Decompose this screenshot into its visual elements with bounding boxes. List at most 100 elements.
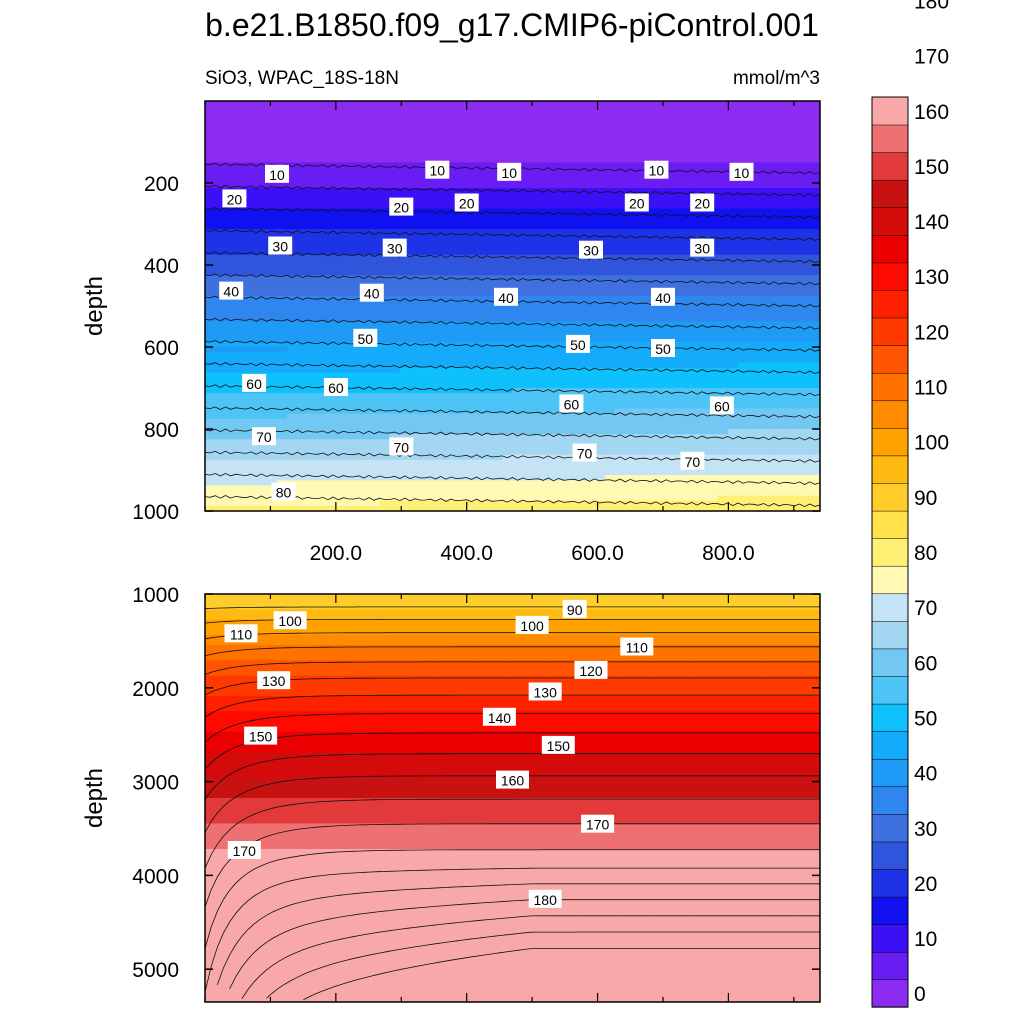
upper-field-cell xyxy=(707,505,719,511)
upper-field-cell xyxy=(440,224,452,230)
upper-field-cell xyxy=(420,418,432,425)
upper-field-cell xyxy=(779,193,790,199)
upper-field-cell xyxy=(420,183,432,189)
upper-field-cell xyxy=(287,367,298,374)
upper-field-cell xyxy=(727,485,739,492)
upper-field-cell xyxy=(451,444,462,451)
lower-field-cell xyxy=(399,594,411,600)
upper-field-cell xyxy=(553,218,565,225)
upper-field-cell xyxy=(410,121,421,128)
upper-field-cell xyxy=(717,372,729,379)
upper-field-cell xyxy=(768,249,780,256)
upper-field-cell xyxy=(461,362,473,369)
upper-field-cell xyxy=(492,423,503,430)
upper-field-cell xyxy=(225,382,237,389)
upper-field-cell xyxy=(717,454,729,461)
upper-field-cell xyxy=(410,177,421,184)
upper-field-cell xyxy=(553,208,565,215)
upper-field-cell xyxy=(410,300,421,307)
upper-field-cell xyxy=(594,162,606,169)
upper-field-cell xyxy=(738,439,749,445)
upper-field-cell xyxy=(338,275,350,281)
upper-field-cell xyxy=(656,418,667,425)
upper-field-cell xyxy=(707,295,719,302)
upper-field-cell xyxy=(758,331,770,338)
upper-field-cell xyxy=(266,101,278,107)
upper-field-cell xyxy=(553,367,565,374)
upper-field-cell xyxy=(338,208,350,215)
upper-field-cell xyxy=(543,321,555,328)
upper-field-cell xyxy=(481,203,493,210)
upper-field-cell xyxy=(584,388,596,394)
upper-field-cell xyxy=(205,449,216,456)
upper-field-cell xyxy=(358,213,370,220)
upper-field-cell xyxy=(235,336,247,343)
upper-field-cell xyxy=(338,408,350,415)
upper-field-cell xyxy=(666,106,678,112)
upper-field-cell xyxy=(584,408,596,415)
upper-field-cell xyxy=(215,244,227,251)
upper-field-cell xyxy=(574,229,585,235)
upper-field-cell xyxy=(717,367,729,374)
upper-field-cell xyxy=(461,126,473,133)
upper-field-cell xyxy=(276,290,288,297)
upper-field-cell xyxy=(420,239,432,246)
upper-field-cell xyxy=(779,126,790,133)
upper-field-cell xyxy=(707,265,719,271)
upper-field-cell xyxy=(686,101,698,107)
upper-field-cell xyxy=(399,177,411,184)
upper-field-cell xyxy=(543,234,555,240)
upper-field-cell xyxy=(563,505,575,511)
upper-field-cell xyxy=(502,408,514,415)
upper-field-cell xyxy=(533,408,544,415)
upper-field-cell xyxy=(758,423,770,430)
upper-field-cell xyxy=(399,434,411,440)
upper-field-cell xyxy=(625,157,637,164)
upper-field-cell xyxy=(307,229,319,235)
upper-field-cell xyxy=(225,388,237,394)
upper-field-cell xyxy=(635,306,647,312)
upper-field-cell xyxy=(574,136,585,143)
upper-field-cell xyxy=(563,167,575,174)
upper-field-cell xyxy=(779,152,790,158)
upper-field-cell xyxy=(451,106,462,112)
upper-field-cell xyxy=(246,275,257,281)
upper-field-cell xyxy=(676,147,688,153)
upper-field-cell xyxy=(246,429,257,435)
upper-field-cell xyxy=(440,208,452,215)
upper-field-cell xyxy=(276,352,288,358)
upper-field-cell xyxy=(369,177,380,184)
upper-field-cell xyxy=(635,423,647,430)
upper-field-cell xyxy=(584,480,596,486)
upper-field-cell xyxy=(471,249,483,256)
upper-field-cell xyxy=(635,290,647,297)
upper-field-cell xyxy=(471,172,483,179)
upper-field-cell xyxy=(235,239,247,246)
upper-field-cell xyxy=(235,398,247,404)
upper-field-cell xyxy=(645,249,657,256)
upper-field-cell xyxy=(666,172,678,179)
upper-field-cell xyxy=(317,142,329,148)
upper-field-cell xyxy=(471,162,483,169)
upper-field-cell xyxy=(317,321,329,328)
upper-field-cell xyxy=(338,188,350,194)
upper-field-cell xyxy=(256,300,268,307)
upper-field-cell xyxy=(707,490,719,497)
upper-field-cell xyxy=(358,101,370,107)
upper-field-cell xyxy=(604,500,616,507)
upper-field-cell xyxy=(789,300,801,307)
upper-field-cell xyxy=(604,290,616,297)
upper-field-cell xyxy=(676,444,688,451)
upper-field-cell xyxy=(748,183,760,189)
upper-field-cell xyxy=(440,290,452,297)
upper-field-cell xyxy=(758,157,770,164)
upper-field-cell xyxy=(379,203,391,210)
upper-field-cell xyxy=(410,464,421,471)
upper-field-cell xyxy=(522,136,534,143)
upper-field-cell xyxy=(594,177,606,184)
upper-field-cell xyxy=(328,254,339,261)
upper-field-cell xyxy=(307,439,319,445)
upper-field-cell xyxy=(727,331,739,338)
upper-field-cell xyxy=(717,393,729,399)
upper-field-cell xyxy=(461,177,473,184)
